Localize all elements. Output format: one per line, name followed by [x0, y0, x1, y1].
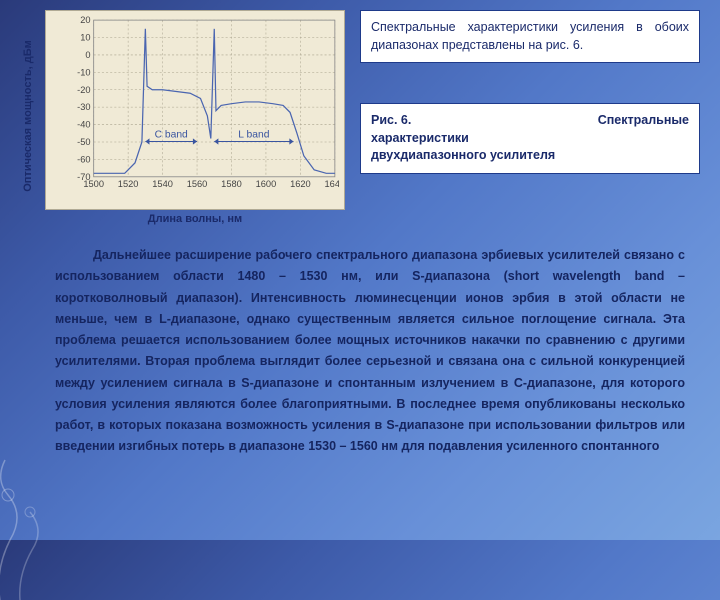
swirl-decoration	[0, 440, 100, 600]
svg-text:1520: 1520	[118, 179, 139, 189]
svg-text:1580: 1580	[221, 179, 242, 189]
svg-text:1540: 1540	[152, 179, 173, 189]
chart-container: Оптическая мощность, дБм -70-60-50-40-30…	[45, 10, 345, 225]
svg-text:1600: 1600	[256, 179, 277, 189]
body-paragraph: Дальнейшее расширение рабочего спектраль…	[55, 245, 685, 458]
figure-line2: характеристики	[371, 131, 469, 145]
svg-text:L band: L band	[238, 129, 269, 140]
svg-text:-50: -50	[77, 137, 90, 147]
chart-panel: Оптическая мощность, дБм -70-60-50-40-30…	[45, 10, 345, 210]
upper-region: Оптическая мощность, дБм -70-60-50-40-30…	[0, 0, 720, 230]
svg-text:-20: -20	[77, 85, 90, 95]
svg-text:-40: -40	[77, 120, 90, 130]
svg-text:1500: 1500	[83, 179, 104, 189]
body-content: Дальнейшее расширение рабочего спектраль…	[55, 248, 685, 453]
svg-text:20: 20	[80, 16, 90, 25]
callout-description: Спектральные характеристики усиления в о…	[360, 10, 700, 63]
figure-line3: двухдиапазонного усилителя	[371, 148, 555, 162]
figure-label: Рис. 6.	[371, 112, 411, 130]
y-axis-label: Оптическая мощность, дБм	[22, 40, 34, 192]
svg-text:-60: -60	[77, 154, 90, 164]
svg-text:C band: C band	[155, 129, 188, 140]
svg-text:-10: -10	[77, 67, 90, 77]
figure-title-right: Спектральные	[598, 112, 689, 130]
callout-caption: Рис. 6. Спектральные характеристики двух…	[360, 103, 700, 174]
callouts-column: Спектральные характеристики усиления в о…	[360, 10, 700, 174]
chart-svg: -70-60-50-40-30-20-100102015001520154015…	[71, 16, 339, 191]
svg-text:1640: 1640	[325, 179, 339, 189]
svg-text:-30: -30	[77, 102, 90, 112]
svg-text:1620: 1620	[290, 179, 311, 189]
svg-text:0: 0	[85, 50, 90, 60]
x-axis-label: Длина волны, нм	[45, 213, 345, 225]
svg-text:1560: 1560	[187, 179, 208, 189]
svg-text:10: 10	[80, 33, 90, 43]
callout1-text: Спектральные характеристики усиления в о…	[371, 20, 689, 52]
